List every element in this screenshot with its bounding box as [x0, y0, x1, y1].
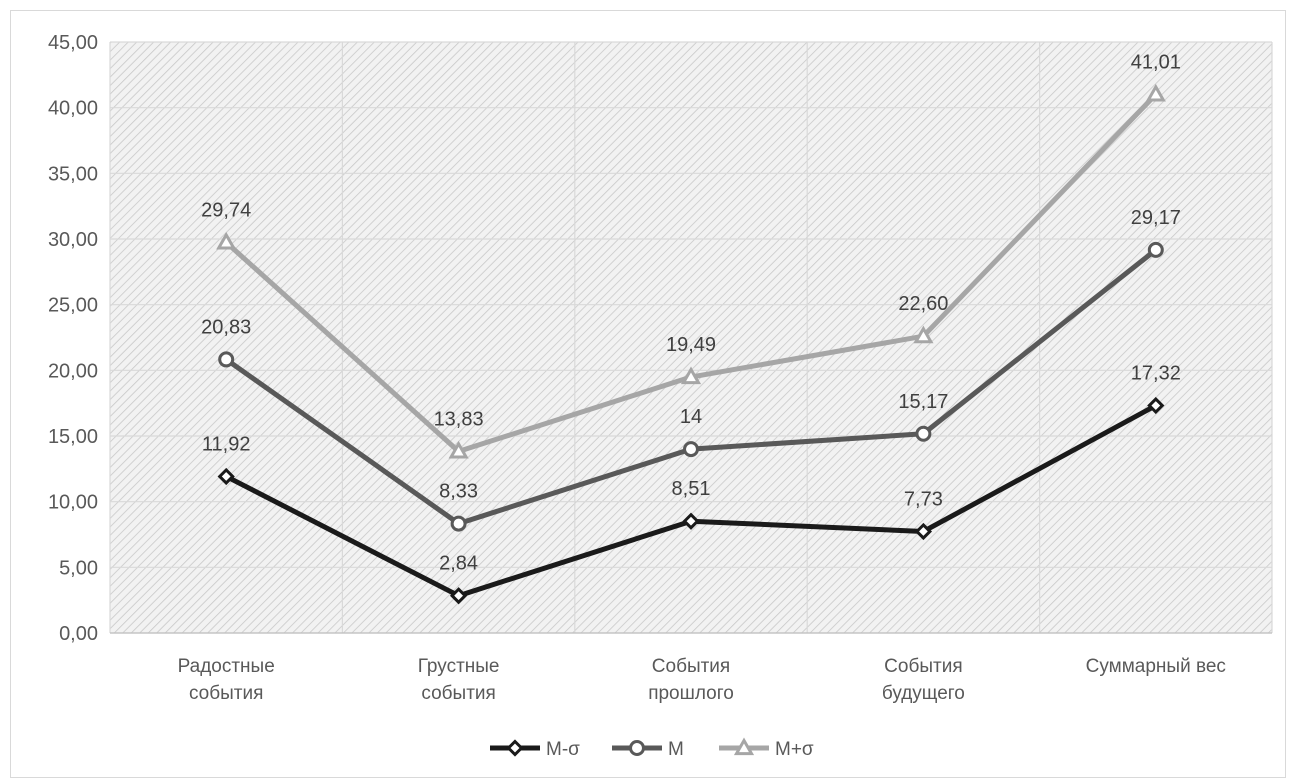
legend-label: M-σ	[546, 739, 580, 760]
data-point-1-1	[450, 515, 467, 532]
legend-label: M	[668, 739, 684, 760]
data-label: 7,73	[904, 488, 943, 510]
x-tick-label: Суммарный вес	[1086, 656, 1226, 677]
data-point-1-4	[1147, 241, 1164, 258]
y-tick-label: 10,00	[48, 492, 98, 514]
data-label: 29,74	[201, 199, 251, 221]
data-point-2-4	[1145, 83, 1166, 102]
y-tick-label: 40,00	[48, 98, 98, 120]
legend: M-σ M M+σ	[490, 737, 814, 760]
plot-area	[110, 42, 1272, 633]
legend-marker	[733, 737, 755, 756]
data-point-1-2	[683, 441, 699, 458]
data-point-0-1	[449, 587, 468, 605]
data-point-0-0	[217, 467, 235, 486]
y-tick-label: 25,00	[48, 295, 98, 317]
data-label: 11,92	[202, 433, 251, 455]
data-label: 8,33	[439, 481, 478, 503]
data-labels: 11,92 2,84 8,51 7,73 17,32 20,83 8,33 14 15,17 29…	[201, 51, 1181, 574]
data-point-2-0	[216, 231, 237, 250]
x-axis: Радостные события Грустные события События пр…	[110, 632, 1272, 704]
data-point-0-4	[1147, 396, 1165, 415]
data-label: 15,17	[898, 391, 948, 413]
data-label: 14	[680, 406, 702, 428]
data-point-2-2	[680, 366, 702, 385]
y-tick-label: 45,00	[48, 32, 98, 54]
y-tick-label: 30,00	[48, 229, 98, 251]
data-label: 29,17	[1131, 207, 1181, 229]
data-point-1-3	[915, 425, 932, 442]
x-tick-label: События будущего	[882, 656, 965, 704]
data-label: 19,49	[666, 334, 716, 356]
data-label: 13,83	[434, 408, 484, 430]
data-label: 2,84	[439, 553, 478, 575]
data-point-0-3	[914, 522, 933, 541]
y-tick-label: 20,00	[48, 360, 98, 382]
legend-marker	[629, 740, 645, 756]
y-tick-label: 0,00	[59, 623, 98, 645]
x-tick-label: Грустные события	[418, 656, 500, 704]
y-tick-label: 15,00	[48, 426, 98, 448]
x-tick-label: Радостные события	[178, 656, 275, 704]
data-point-2-3	[913, 325, 934, 344]
data-point-0-2	[682, 512, 700, 530]
y-axis: 0,00 5,00 10,00 15,00 20,00 25,00 30,00 35,00 40…	[48, 32, 98, 645]
data-point-1-0	[218, 351, 235, 368]
grid-lines	[109, 41, 1273, 634]
data-label: 17,32	[1131, 363, 1181, 385]
data-label: 41,01	[1131, 51, 1181, 73]
y-tick-label: 35,00	[48, 163, 98, 185]
series-group	[216, 83, 1166, 605]
data-label: 8,51	[672, 478, 711, 500]
y-tick-label: 5,00	[59, 557, 98, 579]
legend-label: M+σ	[775, 739, 814, 760]
data-label: 20,83	[201, 316, 251, 338]
data-label: 22,60	[898, 293, 948, 315]
x-tick-label: События прошлого	[648, 656, 734, 704]
legend-marker	[506, 739, 524, 757]
data-point-2-1	[448, 440, 469, 459]
